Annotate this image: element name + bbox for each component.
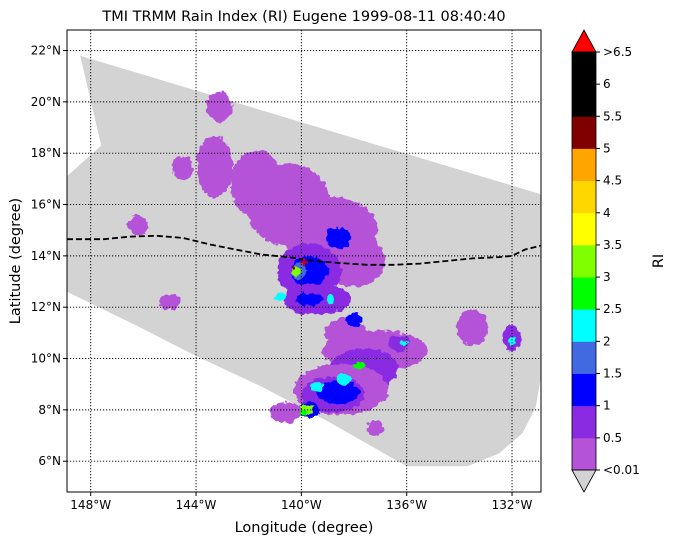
y-tick-label: 6°N xyxy=(38,454,61,468)
rain-cell xyxy=(172,155,194,182)
colorbar-segment xyxy=(572,244,596,278)
rain-cell xyxy=(206,91,233,123)
y-tick-label: 10°N xyxy=(31,352,61,366)
y-tick-label: 16°N xyxy=(31,198,61,212)
colorbar-tick-label: >6.5 xyxy=(603,45,632,59)
colorbar-over-extension xyxy=(571,29,597,53)
rain-cell xyxy=(326,295,335,304)
colorbar-segment xyxy=(572,341,596,374)
colorbar-segment xyxy=(572,116,596,149)
colorbar-tick-label: 0.5 xyxy=(603,431,622,445)
x-tick-label: 132°W xyxy=(492,498,533,512)
rain-cell xyxy=(317,380,360,404)
gridlines xyxy=(67,30,541,492)
rain-cell xyxy=(388,335,410,351)
y-axis-label: Latitude (degree) xyxy=(8,198,24,324)
rain-cell xyxy=(367,420,383,436)
x-axis: 148°W 144°W 140°W 136°W 132°W xyxy=(70,492,533,512)
rain-cell xyxy=(456,309,489,346)
y-tick-label: 14°N xyxy=(31,249,61,263)
y-tick-label: 20°N xyxy=(31,95,61,109)
colorbar-tick-label: 5.5 xyxy=(603,109,622,123)
rain-cell xyxy=(346,313,362,327)
rain-field xyxy=(127,91,522,436)
rain-cell xyxy=(354,362,365,371)
rain-cell xyxy=(508,335,516,346)
colorbar-frame xyxy=(571,51,597,471)
colorbar-segment xyxy=(572,148,596,182)
x-tick-label: 136°W xyxy=(386,498,427,512)
colorbar-segment xyxy=(572,437,596,471)
x-tick-label: 148°W xyxy=(70,498,111,512)
colorbar-segment xyxy=(572,373,596,407)
colorbar-tick-label: 6 xyxy=(603,77,611,91)
colorbar-segment xyxy=(572,309,596,342)
rain-cell xyxy=(296,293,323,306)
y-tick-label: 22°N xyxy=(31,44,61,58)
x-tick-label: 144°W xyxy=(176,498,217,512)
rain-cell xyxy=(291,266,296,271)
rain-cell xyxy=(300,409,308,415)
colorbar-tick-label: 1 xyxy=(603,399,611,413)
rain-cell xyxy=(269,402,302,423)
plot-area xyxy=(67,30,541,492)
y-tick-label: 18°N xyxy=(31,146,61,160)
colorbar-tick-label: 4 xyxy=(603,206,611,220)
rain-cell xyxy=(159,294,181,310)
colorbar-under-extension xyxy=(571,469,597,493)
rain-cell xyxy=(335,374,352,385)
colorbar-segment xyxy=(572,52,596,85)
colorbar-segment xyxy=(572,180,596,214)
colorbar-tick-label: <0.01 xyxy=(603,463,640,477)
storm-track xyxy=(67,234,541,266)
colorbar-tick-label: 1.5 xyxy=(603,367,622,381)
rain-cell xyxy=(196,135,233,197)
colorbar-tick-label: 5 xyxy=(603,141,611,155)
colorbar-tick-label: 4.5 xyxy=(603,174,622,188)
colorbar-tick-label: 3.5 xyxy=(603,238,622,252)
colorbar-label: RI xyxy=(651,254,667,268)
chart-title: TMI TRMM Rain Index (RI) Eugene 1999-08-… xyxy=(101,9,505,25)
rain-cell xyxy=(325,227,352,249)
x-tick-label: 140°W xyxy=(281,498,322,512)
y-axis: 6°N 8°N 10°N 12°N 14°N 16°N 18°N 20°N 22°N xyxy=(31,44,67,468)
rain-cell xyxy=(127,214,149,236)
storm-center-marker xyxy=(300,258,308,267)
colorbar-segment xyxy=(572,212,596,246)
y-tick-label: 12°N xyxy=(31,300,61,314)
colorbar-segment xyxy=(572,84,596,117)
colorbar-tick-label: 2 xyxy=(603,334,611,348)
colorbar: <0.01 0.5 1 1.5 2 2.5 3 3.5 4 4.5 5 5.5 6 >6.5 xyxy=(571,29,640,493)
y-tick-label: 8°N xyxy=(38,403,61,417)
rain-cell xyxy=(290,255,328,287)
colorbar-segment xyxy=(572,277,596,310)
rain-cell xyxy=(275,293,286,301)
rain-cell xyxy=(400,340,408,347)
colorbar-tick-label: 2.5 xyxy=(603,302,622,316)
rain-cell xyxy=(310,382,324,392)
colorbar-segment xyxy=(572,405,596,439)
x-axis-label: Longitude (degree) xyxy=(235,520,374,536)
plot-frame xyxy=(66,29,542,493)
colorbar-tick-label: 3 xyxy=(603,270,611,284)
